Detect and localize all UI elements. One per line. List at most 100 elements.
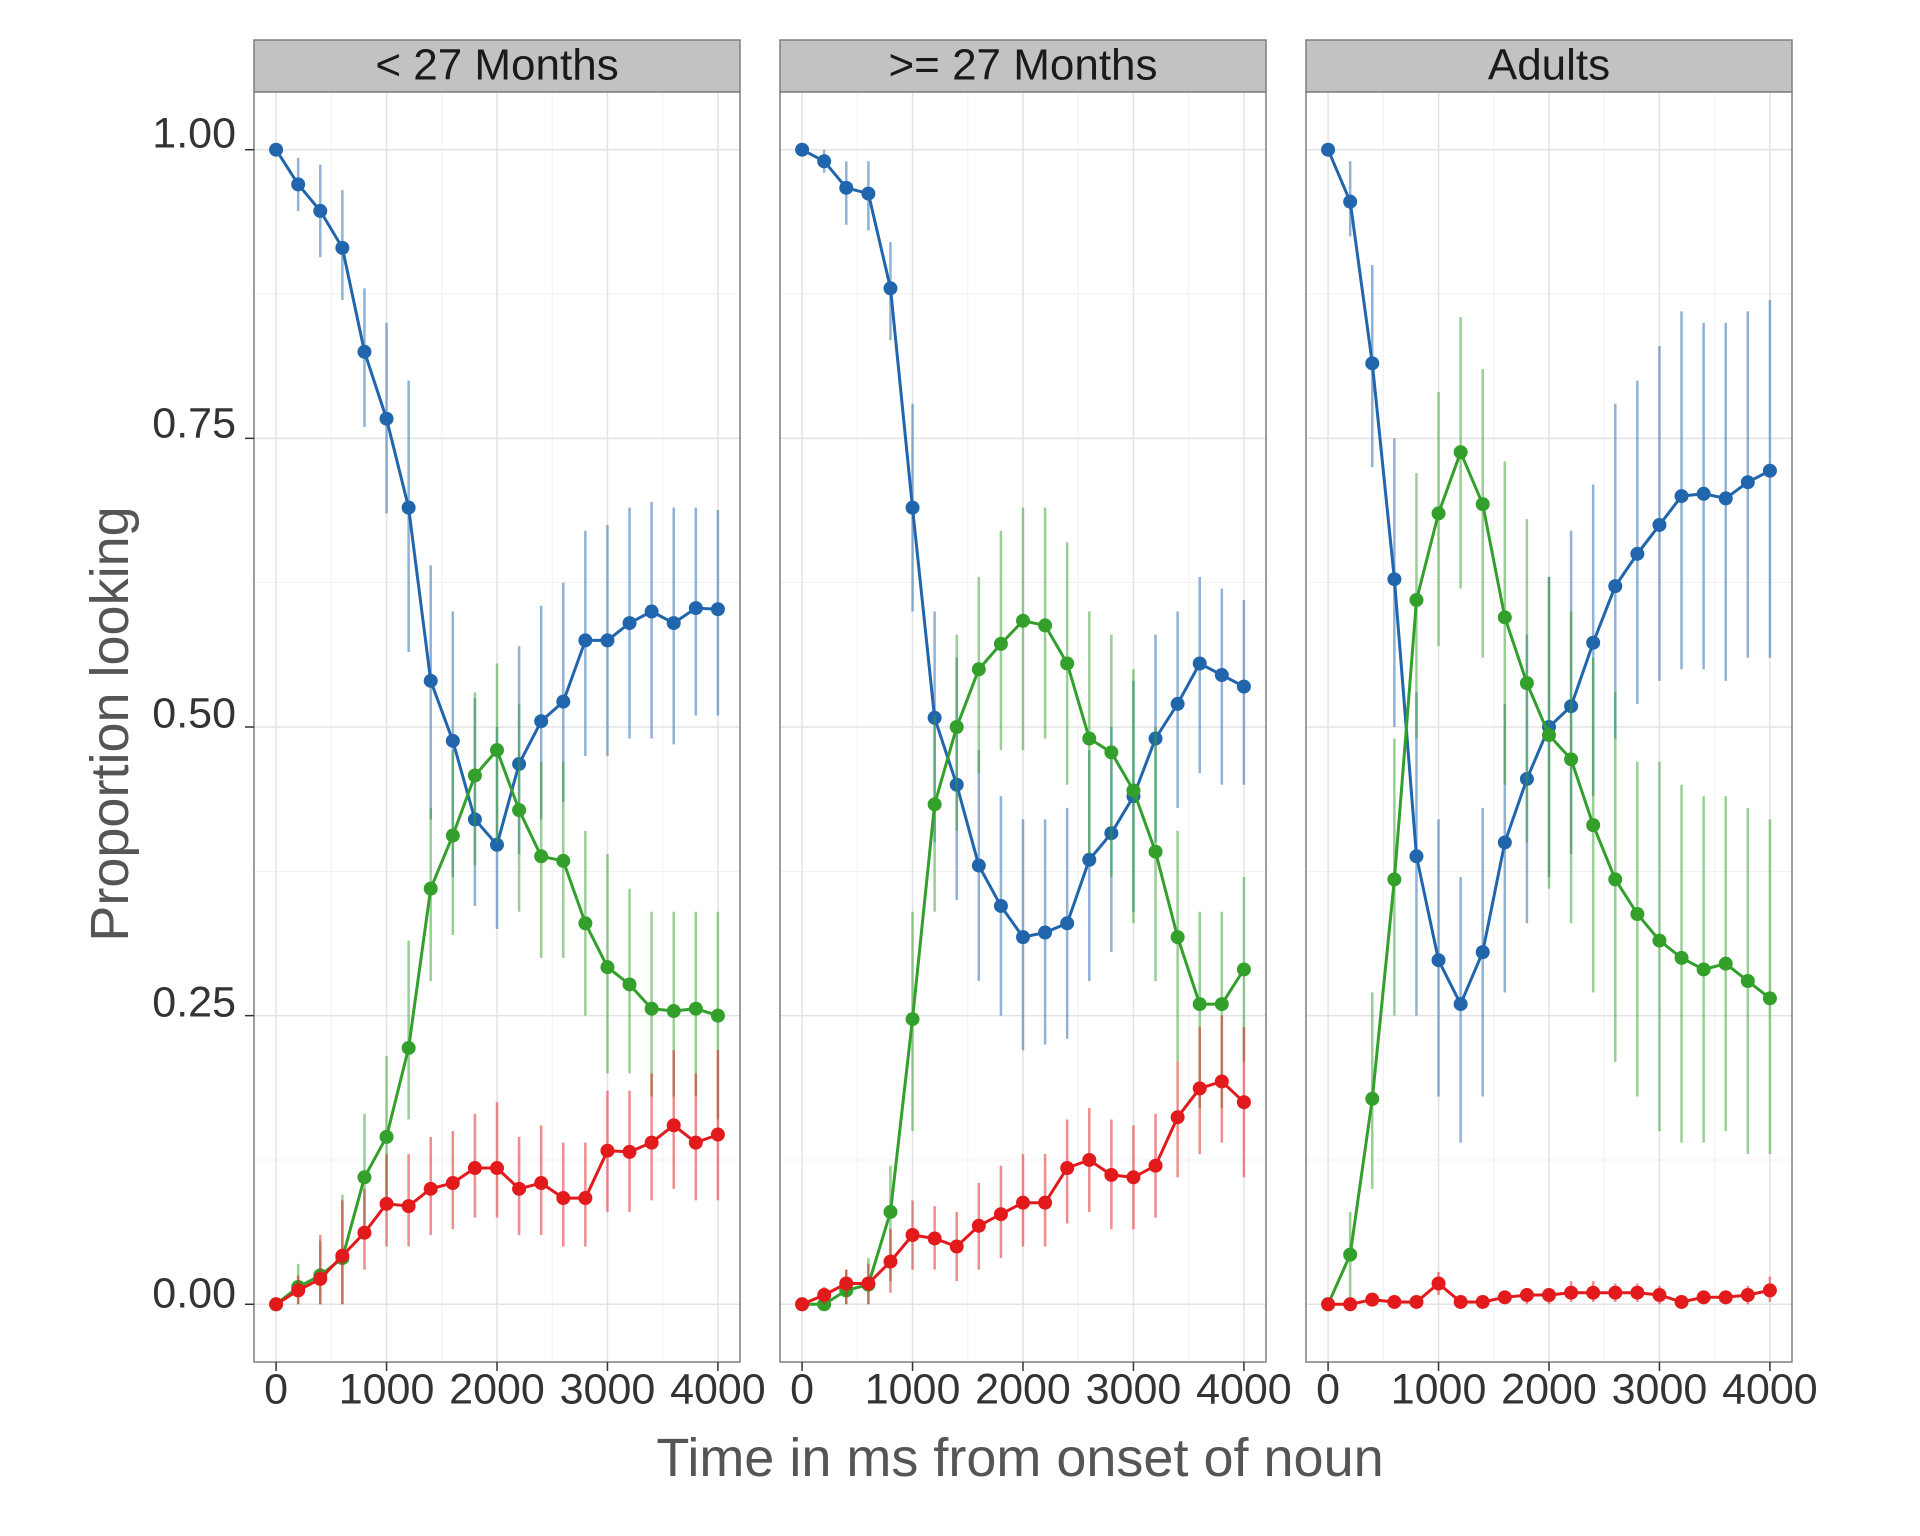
data-point (1343, 1297, 1358, 1312)
data-point (817, 1288, 832, 1303)
data-point (1409, 849, 1424, 864)
data-point (600, 633, 615, 648)
data-point (1082, 731, 1097, 746)
data-point (1192, 997, 1207, 1012)
data-point (1519, 676, 1534, 691)
series-green (1321, 317, 1777, 1312)
x-tick-label: 0 (1316, 1365, 1340, 1413)
data-point (1718, 491, 1733, 506)
data-point (993, 1207, 1008, 1222)
data-point (534, 849, 549, 864)
data-point (1236, 962, 1251, 977)
y-axis: 0.00 0.25 0.50 0.75 1.00 (152, 109, 236, 1317)
data-point (795, 142, 810, 157)
data-point (1192, 1081, 1207, 1096)
data-point (1630, 1285, 1645, 1300)
data-point (1016, 1195, 1030, 1210)
data-point (1104, 745, 1119, 760)
data-point (1630, 907, 1645, 922)
data-point (1126, 1170, 1141, 1185)
data-point (467, 1161, 482, 1176)
data-point (1365, 1091, 1380, 1106)
data-point (1214, 997, 1229, 1012)
data-point (1236, 1095, 1251, 1110)
data-point (905, 1012, 920, 1027)
data-point (1148, 1158, 1163, 1173)
data-point (578, 916, 593, 931)
data-point (1104, 1167, 1119, 1182)
data-point (1652, 1288, 1667, 1303)
data-point (1170, 696, 1185, 711)
data-point (445, 828, 460, 843)
data-point (1321, 1297, 1336, 1312)
data-point (1674, 950, 1689, 965)
data-point (335, 1248, 350, 1263)
data-point (379, 1129, 394, 1144)
data-point (839, 1276, 854, 1291)
data-point (490, 837, 504, 852)
data-point (1740, 475, 1755, 490)
panel-strip (253, 39, 741, 93)
x-tick-label: 1000 (865, 1365, 961, 1413)
panel: < 27 Months 0 1000 2000 3000 4000 (245, 39, 766, 1413)
data-point (1608, 872, 1623, 887)
data-point (1586, 1285, 1601, 1300)
data-point (1497, 1290, 1512, 1305)
data-point (401, 500, 416, 515)
data-point (1453, 445, 1468, 460)
panel-title: < 27 Months (375, 41, 618, 90)
data-point (949, 720, 964, 734)
data-point (622, 1144, 637, 1159)
data-point (993, 898, 1008, 913)
x-axis-title: Time in ms from onset of noun (656, 1428, 1383, 1488)
data-point (490, 1161, 504, 1176)
data-point (710, 602, 725, 617)
data-point (1387, 872, 1402, 887)
data-point (1630, 546, 1645, 561)
data-point (1542, 1288, 1556, 1303)
data-point (1126, 783, 1141, 798)
data-point (1586, 635, 1601, 650)
data-point (401, 1199, 416, 1214)
data-point (423, 1181, 438, 1196)
data-point (971, 858, 986, 873)
data-point (883, 1204, 898, 1219)
data-point (445, 1176, 460, 1191)
data-point (1038, 925, 1053, 940)
data-point (1718, 1290, 1733, 1305)
data-point (927, 1231, 942, 1246)
panel: >= 27 Months 0 1000 2000 3000 4000 (779, 39, 1292, 1413)
data-point (1192, 656, 1207, 671)
data-point (1740, 1288, 1755, 1303)
data-point (1365, 1292, 1380, 1307)
data-point (1497, 835, 1512, 850)
data-point (1696, 1290, 1711, 1305)
series-red (269, 1050, 725, 1312)
data-point (1564, 752, 1579, 767)
data-point (1453, 1294, 1468, 1309)
data-point (795, 1297, 810, 1312)
x-tick-label: 3000 (1612, 1365, 1708, 1413)
data-point (1343, 1247, 1358, 1262)
data-point (1519, 1288, 1534, 1303)
data-point (817, 154, 832, 169)
data-point (269, 142, 284, 157)
x-tick-label: 4000 (670, 1365, 766, 1413)
data-point (644, 1001, 659, 1016)
data-point (1038, 618, 1053, 633)
data-point (1214, 668, 1229, 683)
data-point (1696, 486, 1711, 501)
data-point (490, 743, 504, 758)
data-point (291, 1283, 306, 1298)
data-point (1652, 517, 1667, 532)
data-point (534, 1176, 549, 1191)
data-point (861, 1276, 876, 1291)
data-point (1038, 1195, 1053, 1210)
data-point (971, 662, 986, 677)
data-point (1321, 142, 1336, 157)
data-point (1696, 962, 1711, 977)
data-point (1343, 194, 1358, 209)
x-tick-label: 0 (264, 1365, 288, 1413)
x-tick-label: 1000 (1391, 1365, 1487, 1413)
data-point (1170, 930, 1185, 945)
